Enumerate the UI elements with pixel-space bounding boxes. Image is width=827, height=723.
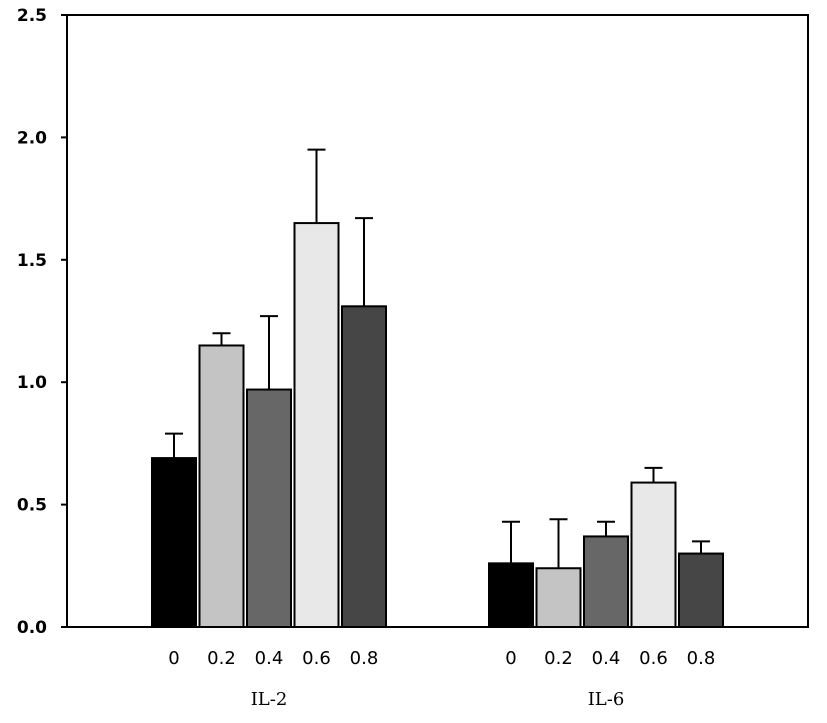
x-tick-label: 0.4 bbox=[592, 648, 621, 669]
x-axis-labels: 0 0.2 0.4 0.6 0.8 IL-2 0 0.2 0.4 0.6 0.8 IL-6 bbox=[168, 648, 715, 710]
x-tick-label: 0.6 bbox=[639, 648, 668, 669]
y-tick-label: 2.5 bbox=[17, 6, 47, 26]
bar-il-6-0-4 bbox=[583, 535, 629, 629]
x-tick-label: 0 bbox=[505, 648, 516, 669]
group-label: IL-2 bbox=[251, 689, 288, 710]
bar-il-2-0-4 bbox=[246, 388, 292, 628]
x-tick-label: 0.2 bbox=[544, 648, 573, 669]
bars bbox=[151, 148, 724, 629]
bar-il-6-0-2 bbox=[535, 567, 582, 628]
bar-il-6-0-6 bbox=[630, 481, 677, 628]
y-tick-label: 1.0 bbox=[17, 373, 47, 393]
y-tick-label: 2.0 bbox=[17, 128, 47, 148]
bar-il-2-0-8 bbox=[341, 305, 387, 628]
bar-il-2-0-6 bbox=[293, 222, 340, 629]
bar-il-6-0 bbox=[488, 562, 534, 628]
y-tick-label: 1.5 bbox=[17, 251, 47, 271]
x-tick-label: 0.4 bbox=[255, 648, 284, 669]
y-axis: 0.0 0.5 1.0 1.5 2.0 2.5 bbox=[17, 6, 67, 638]
bar-il-2-0-2 bbox=[198, 344, 245, 628]
x-tick-label: 0 bbox=[168, 648, 179, 669]
x-tick-label: 0.6 bbox=[302, 648, 331, 669]
bar-il-2-0 bbox=[151, 457, 197, 629]
x-tick-label: 0.8 bbox=[350, 648, 379, 669]
bar-il-6-0-8 bbox=[678, 552, 724, 628]
y-tick-label: 0.5 bbox=[17, 496, 47, 516]
y-tick-label: 0.0 bbox=[17, 618, 47, 638]
x-tick-label: 0.8 bbox=[687, 648, 716, 669]
group-label: IL-6 bbox=[588, 689, 625, 710]
x-tick-label: 0.2 bbox=[207, 648, 236, 669]
